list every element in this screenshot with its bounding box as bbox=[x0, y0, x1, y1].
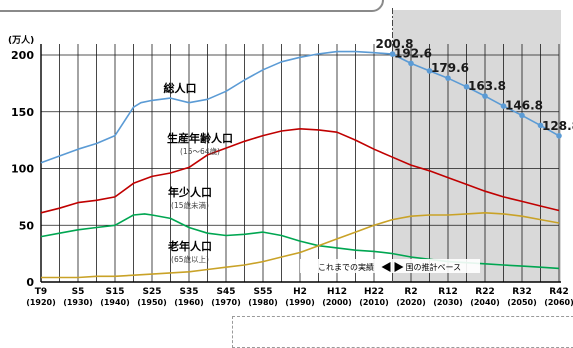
series-label-elderly: 老年人口 bbox=[167, 239, 212, 253]
x-tick-era: R12 bbox=[438, 287, 457, 297]
total-marker bbox=[463, 83, 470, 90]
arrow-left-icon bbox=[381, 262, 391, 272]
data-label: 146.8 bbox=[505, 98, 543, 112]
x-tick-era: S15 bbox=[105, 287, 124, 297]
x-tick-year: (2010) bbox=[359, 298, 389, 307]
total-marker bbox=[389, 51, 396, 57]
y-tick-label: 100 bbox=[11, 163, 34, 176]
x-tick-year: (2040) bbox=[470, 298, 500, 307]
x-tick-year: (2050) bbox=[507, 298, 537, 307]
data-label: 200.8 bbox=[376, 37, 414, 51]
y-tick-label: 0 bbox=[26, 276, 34, 289]
y-tick-label: 50 bbox=[19, 219, 35, 232]
note-box bbox=[232, 316, 573, 348]
x-tick-era: H22 bbox=[364, 287, 384, 297]
data-label: 192.6 bbox=[394, 46, 432, 60]
series-working-age-line bbox=[40, 128, 560, 214]
data-label: 179.6 bbox=[431, 61, 469, 75]
total-marker bbox=[482, 93, 488, 99]
total-marker bbox=[426, 68, 433, 74]
y-tick-label: 150 bbox=[11, 106, 34, 119]
total-marker bbox=[537, 122, 544, 129]
series-label-working: 生産年齢人口 bbox=[167, 131, 233, 145]
arrow-right-icon bbox=[394, 262, 404, 272]
x-tick-era: S55 bbox=[253, 287, 272, 297]
data-label: 128.8 bbox=[542, 119, 573, 133]
total-marker bbox=[500, 103, 507, 109]
total-marker bbox=[519, 112, 525, 119]
x-tick-era: R32 bbox=[512, 287, 531, 297]
series-sublabel-young: (15歳未満) bbox=[171, 200, 209, 210]
series-sublabel-working: (15～64歳) bbox=[180, 146, 220, 156]
series-elderly-line bbox=[41, 212, 560, 279]
x-tick-year: (1950) bbox=[137, 298, 167, 307]
x-tick-era: R42 bbox=[549, 287, 568, 297]
total-marker bbox=[445, 75, 451, 81]
x-tick-year: (2060) bbox=[544, 298, 573, 307]
unit-label: (万人) bbox=[8, 34, 34, 46]
x-tick-year: (1960) bbox=[174, 298, 204, 307]
x-tick-era: H2 bbox=[293, 287, 307, 297]
series-total-line bbox=[40, 50, 560, 164]
series-label-total: 総人口 bbox=[164, 81, 197, 95]
x-tick-era: R22 bbox=[475, 287, 494, 297]
x-tick-year: (1920) bbox=[26, 298, 56, 307]
x-tick-year: (2000) bbox=[322, 298, 352, 307]
data-label: 163.8 bbox=[468, 79, 506, 93]
x-tick-year: (1940) bbox=[100, 298, 130, 307]
series-sublabel-elderly: (65歳以上) bbox=[171, 254, 209, 264]
population-chart: (万人) 0 50 100 150 200 T9(1920) S5(1930) S15(1940… bbox=[8, 8, 573, 307]
total-marker bbox=[408, 60, 414, 67]
x-tick-era: S25 bbox=[142, 287, 161, 297]
x-tick-era: R2 bbox=[404, 287, 417, 297]
x-tick-era: S5 bbox=[72, 287, 85, 297]
series-label-young: 年少人口 bbox=[168, 185, 212, 199]
x-tick-year: (1980) bbox=[248, 298, 278, 307]
x-tick-era: T9 bbox=[35, 287, 47, 297]
x-tick-year: (1970) bbox=[211, 298, 241, 307]
annotation-projection: 国の推計ベース bbox=[406, 262, 462, 272]
x-tick-year: (2020) bbox=[396, 298, 426, 307]
x-tick-era: S45 bbox=[216, 287, 235, 297]
x-tick-era: H12 bbox=[327, 287, 347, 297]
x-tick-era: S35 bbox=[179, 287, 198, 297]
annotation-actual: これまでの実績 bbox=[318, 262, 374, 272]
total-marker bbox=[556, 133, 562, 139]
x-tick-year: (1930) bbox=[63, 298, 93, 307]
x-tick-year: (2030) bbox=[433, 298, 463, 307]
x-tick-year: (1990) bbox=[285, 298, 315, 307]
y-tick-label: 200 bbox=[11, 49, 34, 62]
